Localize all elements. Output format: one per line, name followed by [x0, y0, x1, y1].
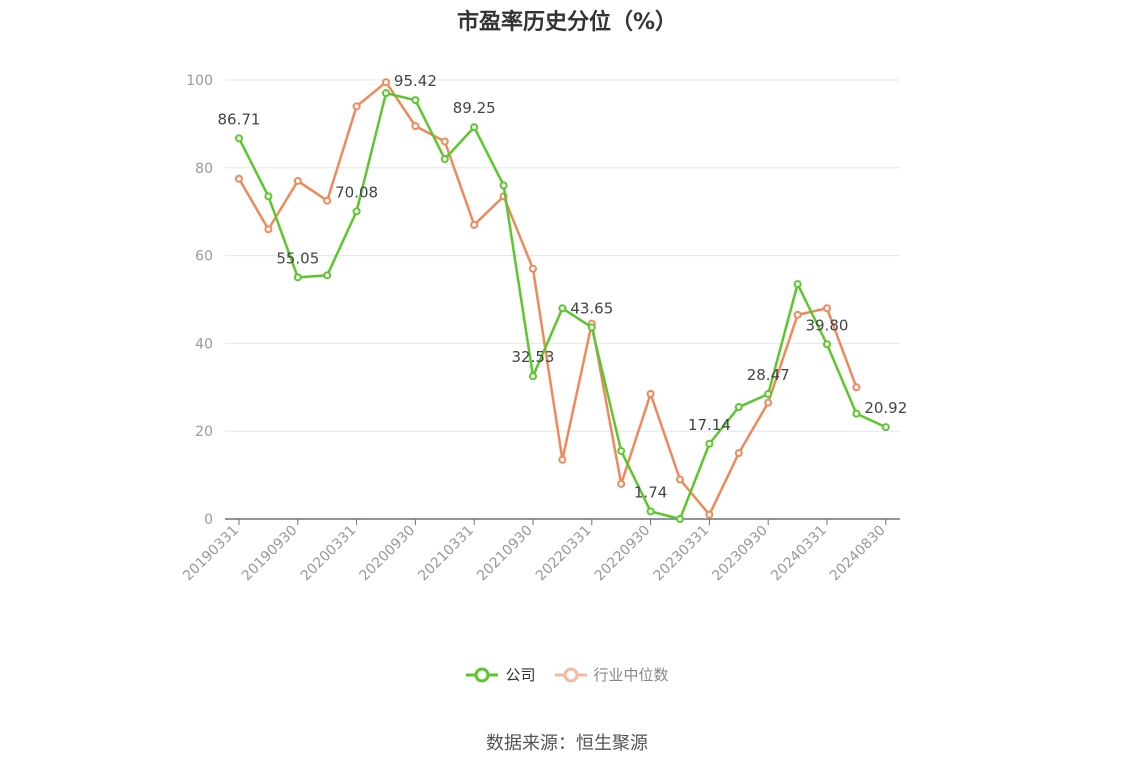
data-point — [293, 273, 302, 282]
x-tick-label: 20240830 — [827, 523, 889, 585]
legend-item-industry-median[interactable]: 行业中位数 — [554, 664, 669, 685]
x-tick-label: 20200331 — [298, 523, 360, 585]
legend-company-line-icon — [466, 667, 499, 682]
data-point — [323, 271, 332, 280]
y-tick-label: 40 — [195, 336, 213, 352]
legend: 公司 行业中位数 — [0, 664, 1134, 685]
x-tick-label: 20230930 — [709, 523, 771, 585]
data-point — [617, 479, 626, 488]
data-point — [235, 174, 243, 183]
x-tick-label: 20240331 — [768, 523, 830, 585]
y-tick-label: 0 — [204, 512, 213, 528]
data-point — [881, 423, 890, 432]
data-point — [411, 122, 420, 131]
x-tick-label: 20210930 — [474, 523, 536, 585]
x-tick-label: 20190331 — [180, 523, 242, 585]
data-point — [587, 323, 596, 332]
data-label: 32.53 — [512, 348, 555, 366]
data-point — [411, 96, 420, 105]
data-point — [823, 304, 831, 313]
data-point — [617, 446, 626, 455]
data-point — [382, 89, 390, 98]
data-point — [235, 134, 243, 143]
data-label: 55.05 — [276, 249, 319, 267]
data-point — [440, 155, 449, 164]
data-label: 17.14 — [688, 416, 731, 434]
data-source: 数据来源：恒生聚源 — [486, 733, 648, 754]
data-label: 43.65 — [570, 299, 613, 317]
y-tick-label: 100 — [186, 73, 213, 89]
data-point — [823, 340, 831, 349]
x-tick-label: 20220331 — [533, 523, 595, 585]
y-tick-label: 80 — [195, 161, 213, 177]
data-point — [852, 409, 861, 418]
series-line-1 — [237, 80, 858, 516]
x-tick-label: 20210331 — [415, 523, 477, 585]
legend-label-industry-median: 行业中位数 — [593, 666, 669, 684]
data-point — [264, 192, 273, 201]
data-point — [352, 102, 361, 111]
data-point — [264, 225, 273, 234]
data-point — [529, 372, 537, 381]
data-label: 86.71 — [218, 110, 261, 128]
x-tick-label: 20190930 — [239, 523, 301, 585]
data-label: 1.74 — [634, 483, 667, 501]
data-point — [646, 507, 655, 516]
data-point — [470, 123, 479, 132]
x-tick-label: 20220930 — [592, 523, 654, 585]
data-point — [558, 455, 567, 464]
legend-label-company: 公司 — [505, 666, 536, 684]
data-label: 89.25 — [453, 99, 496, 117]
data-point — [440, 137, 449, 146]
data-point — [352, 207, 361, 216]
y-tick-label: 20 — [195, 424, 213, 440]
data-point — [734, 449, 743, 458]
data-point — [646, 389, 655, 398]
data-point — [676, 475, 684, 484]
data-point — [323, 196, 332, 205]
data-label: 39.80 — [806, 316, 849, 334]
data-point — [793, 280, 802, 289]
y-tick-label: 60 — [195, 249, 213, 265]
legend-item-company[interactable]: 公司 — [465, 664, 536, 685]
data-point — [705, 510, 714, 519]
data-point — [499, 181, 508, 190]
legend-industry-line-icon — [554, 667, 587, 682]
data-point — [705, 439, 714, 448]
data-point — [529, 264, 537, 273]
x-tick-label: 20200930 — [357, 523, 419, 585]
data-point — [470, 220, 479, 229]
data-point — [293, 176, 302, 185]
chart-title: 市盈率历史分位（%） — [456, 10, 678, 35]
x-tick-label: 20230331 — [651, 523, 713, 585]
data-point — [793, 310, 802, 319]
data-label: 28.47 — [747, 366, 790, 384]
data-label: 70.08 — [335, 183, 378, 201]
data-point — [764, 398, 773, 407]
data-label: 20.92 — [864, 399, 907, 417]
data-point — [382, 78, 390, 87]
data-point — [558, 304, 567, 313]
data-point — [676, 515, 684, 523]
data-label: 95.42 — [394, 72, 437, 90]
data-point — [764, 390, 773, 399]
data-point — [734, 403, 743, 412]
data-point — [852, 383, 861, 392]
